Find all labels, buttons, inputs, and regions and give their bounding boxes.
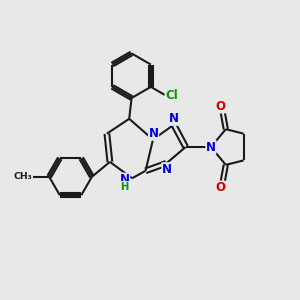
Text: Cl: Cl [165,88,178,101]
Text: CH₃: CH₃ [14,172,32,181]
Text: N: N [169,112,179,125]
Text: O: O [215,181,225,194]
Text: O: O [215,100,225,113]
Text: N: N [120,173,130,186]
Text: N: N [162,163,172,176]
Text: H: H [121,182,129,192]
Text: N: N [206,140,216,154]
Text: N: N [148,127,159,140]
